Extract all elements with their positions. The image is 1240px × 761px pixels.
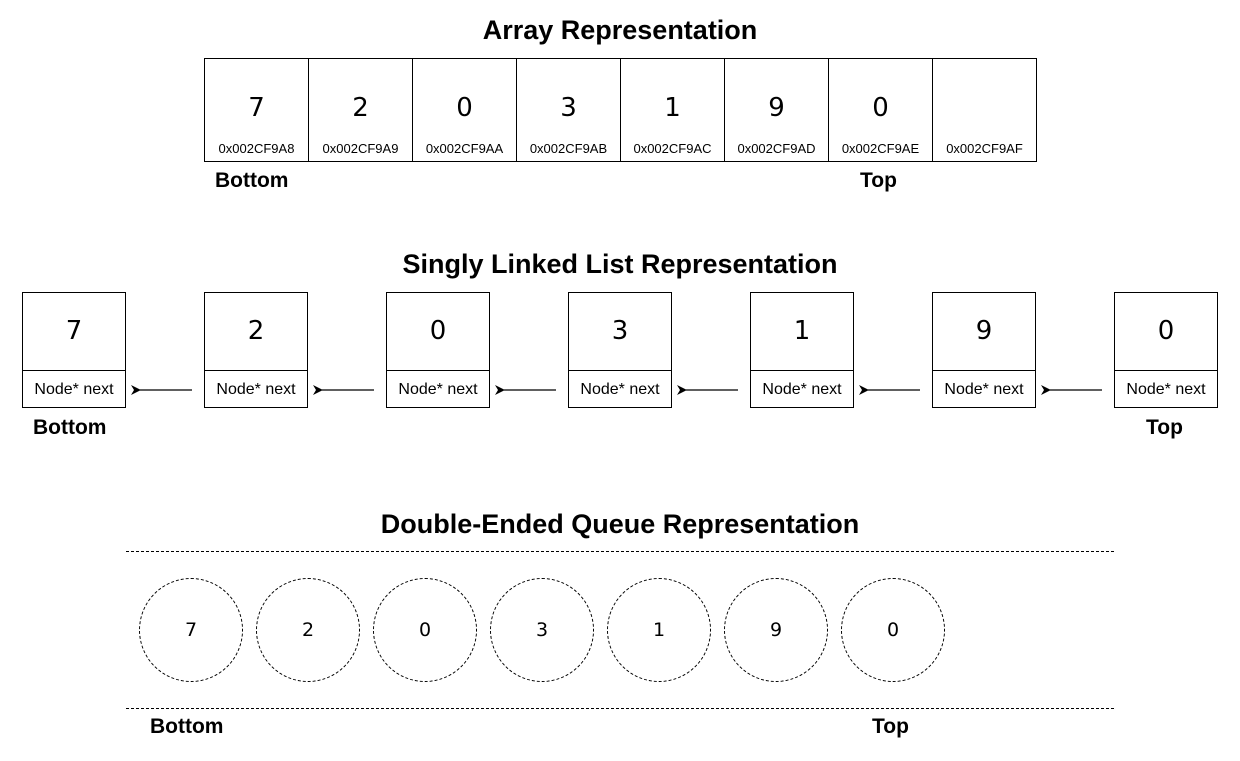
array-cell: 0 0x002CF9AE	[828, 58, 933, 162]
list-node: 7 Node* next	[22, 292, 126, 408]
list-node-value: 0	[429, 316, 447, 346]
deque-top-label: Top	[872, 715, 909, 738]
array-cell-value: 0	[456, 93, 473, 123]
array-bottom-label: Bottom	[215, 169, 289, 192]
array-cell-value: 3	[560, 93, 577, 123]
array-cell: 7 0x002CF9A8	[204, 58, 309, 162]
array-cell-address: 0x002CF9AE	[841, 141, 920, 156]
list-bottom-label: Bottom	[33, 416, 107, 439]
array-cell-value: 7	[248, 93, 265, 123]
deque-section-title: Double-Ended Queue Representation	[380, 509, 860, 539]
array-cell-address: 0x002CF9AA	[425, 141, 504, 156]
list-node-next-pointer: Node* next	[569, 370, 671, 409]
array-cell-address: 0x002CF9A8	[218, 141, 295, 156]
list-node: 1 Node* next	[750, 292, 854, 408]
array-cell-address: 0x002CF9AB	[529, 141, 608, 156]
deque-element: 2	[256, 578, 360, 682]
list-node-next-pointer: Node* next	[205, 370, 307, 409]
array-cell-value: 2	[352, 93, 369, 123]
list-node-value: 7	[65, 316, 83, 346]
list-node: 0 Node* next	[386, 292, 490, 408]
array-cell-value: 9	[768, 93, 785, 123]
list-node: 9 Node* next	[932, 292, 1036, 408]
array-cell-value: 0	[872, 93, 889, 123]
list-node-next-pointer: Node* next	[1115, 370, 1217, 409]
array-cell-empty: 0x002CF9AF	[932, 58, 1037, 162]
deque-element: 3	[490, 578, 594, 682]
list-node-value: 1	[793, 316, 811, 346]
deque-element: 9	[724, 578, 828, 682]
deque-element: 0	[841, 578, 945, 682]
list-node-next-pointer: Node* next	[387, 370, 489, 409]
list-node-next-pointer: Node* next	[23, 370, 125, 409]
list-node-value: 0	[1157, 316, 1175, 346]
array-cell: 2 0x002CF9A9	[308, 58, 413, 162]
array-cell-address: 0x002CF9A9	[322, 141, 399, 156]
deque-top-boundary	[126, 551, 1114, 552]
array-cell-address: 0x002CF9AF	[946, 141, 1023, 156]
list-node-value: 2	[247, 316, 265, 346]
deque-element: 7	[139, 578, 243, 682]
list-node-value: 3	[611, 316, 629, 346]
deque-bottom-boundary	[126, 708, 1114, 709]
list-node-next-pointer: Node* next	[751, 370, 853, 409]
list-node-value: 9	[975, 316, 993, 346]
list-top-label: Top	[1146, 416, 1183, 439]
deque-element: 0	[373, 578, 477, 682]
array-section-title: Array Representation	[482, 15, 758, 45]
array-cells: 7 0x002CF9A8 2 0x002CF9A9 0 0x002CF9AA 3…	[204, 58, 1037, 162]
list-node-next-pointer: Node* next	[933, 370, 1035, 409]
list-node: 0 Node* next	[1114, 292, 1218, 408]
list-node: 3 Node* next	[568, 292, 672, 408]
array-top-label: Top	[860, 169, 897, 192]
array-cell-value: 1	[664, 93, 681, 123]
list-node: 2 Node* next	[204, 292, 308, 408]
array-cell: 1 0x002CF9AC	[620, 58, 725, 162]
deque-element: 1	[607, 578, 711, 682]
array-cell-address: 0x002CF9AC	[633, 141, 712, 156]
list-section-title: Singly Linked List Representation	[402, 249, 838, 279]
array-cell-address: 0x002CF9AD	[737, 141, 816, 156]
deque-bottom-label: Bottom	[150, 715, 224, 738]
